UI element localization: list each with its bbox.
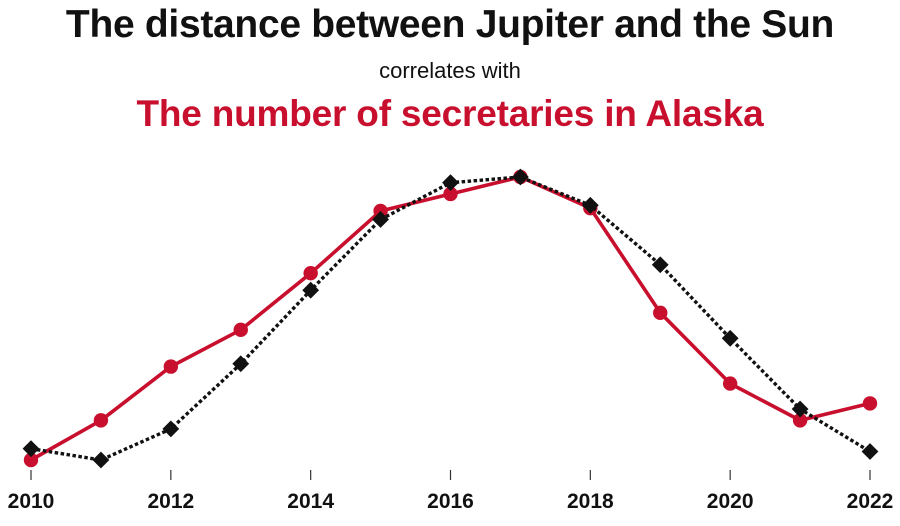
chart-subtitle: correlates with [379, 58, 521, 83]
data-point-diamond [162, 420, 180, 438]
data-point-diamond [861, 443, 879, 460]
chart-title-secondary: The number of secretaries in Alaska [136, 93, 764, 134]
x-tick-label: 2022 [847, 490, 894, 513]
data-point-circle [443, 186, 458, 202]
data-point-diamond [232, 355, 250, 373]
title-block: The distance between Jupiter and the Sun… [0, 0, 900, 136]
series-1 [22, 168, 879, 469]
data-point-diamond [512, 168, 529, 186]
series-layer [22, 168, 879, 469]
x-tick-label: 2018 [567, 490, 614, 513]
data-point-diamond [721, 329, 739, 347]
data-point-diamond [92, 451, 110, 469]
data-point-diamond [442, 174, 459, 192]
data-point-circle [862, 396, 878, 411]
series-0 [23, 169, 878, 468]
data-point-circle [233, 322, 248, 338]
data-point-circle [163, 359, 179, 374]
data-point-circle [373, 203, 388, 219]
data-point-circle [23, 452, 39, 468]
data-point-diamond [372, 211, 389, 228]
series-line [29, 175, 872, 462]
data-point-circle [653, 305, 668, 321]
data-point-diamond [581, 196, 599, 214]
series-line [30, 175, 871, 462]
x-tick-label: 2020 [707, 490, 754, 513]
x-tick-label: 2012 [147, 490, 194, 513]
data-point-circle [792, 413, 808, 428]
chart-title: The distance between Jupiter and the Sun [65, 3, 835, 46]
data-point-circle [722, 376, 738, 391]
data-point-circle [93, 413, 109, 428]
x-axis-ticks [30, 470, 871, 480]
data-point-diamond [302, 281, 320, 299]
data-point-diamond [651, 256, 669, 274]
x-axis-tick-labels: 2010 2012 2014 2016 2018 2020 2022 [8, 490, 894, 513]
x-tick-label: 2014 [287, 490, 334, 513]
data-point-diamond [791, 400, 809, 418]
x-tick-label: 2016 [427, 490, 474, 513]
x-tick-label: 2010 [8, 490, 55, 513]
data-point-circle [303, 266, 318, 281]
data-point-diamond [22, 440, 40, 458]
